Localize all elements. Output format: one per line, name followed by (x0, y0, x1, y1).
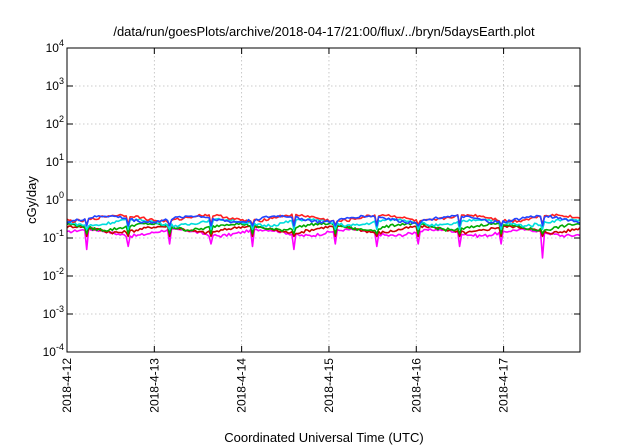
y-axis: 10-4 10-3 10-2 10-1 100 101 102 103 104 (43, 38, 580, 359)
y-axis-label: cGy/day (24, 176, 39, 224)
y-tick-label: 102 (46, 114, 64, 131)
y-tick-label: 10-2 (43, 266, 64, 283)
y-tick-label: 10-1 (43, 228, 64, 245)
x-axis: 2018-4-12 2018-4-13 2018-4-14 2018-4-15 2018… (60, 48, 511, 413)
x-axis-label: Coordinated Universal Time (UTC) (224, 430, 423, 445)
x-tick-label: 2018-4-12 (60, 358, 74, 413)
x-tick-label: 2018-4-13 (147, 358, 161, 413)
x-tick-label: 2018-4-15 (322, 358, 336, 413)
series-line (66, 214, 581, 227)
x-tick-label: 2018-4-17 (497, 358, 511, 413)
chart-title: /data/run/goesPlots/archive/2018-04-17/2… (113, 24, 535, 39)
grid (67, 48, 580, 352)
series-line (66, 213, 581, 226)
x-tick-label: 2018-4-14 (235, 358, 249, 413)
y-tick-label: 103 (46, 76, 64, 93)
series-line (66, 222, 581, 235)
y-tick-label: 101 (46, 152, 64, 169)
series-lines (66, 213, 581, 259)
y-tick-label: 10-3 (43, 304, 64, 321)
series-line (66, 224, 581, 238)
series-line (66, 228, 581, 259)
y-tick-label: 104 (46, 38, 64, 55)
y-tick-label: 100 (46, 190, 64, 207)
x-tick-label: 2018-4-16 (409, 358, 423, 413)
series-line (66, 217, 581, 231)
y-tick-label: 10-4 (43, 342, 64, 359)
